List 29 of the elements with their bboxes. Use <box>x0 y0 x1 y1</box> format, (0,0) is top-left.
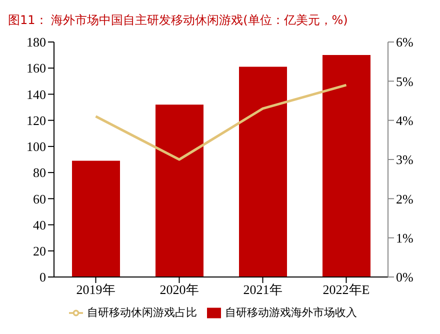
y-tick-label: 180 <box>26 34 46 50</box>
line-series <box>94 84 348 161</box>
chart-title: 图11： 海外市场中国自主研发移动休闲游戏(单位：亿美元，%) <box>8 12 349 29</box>
y-tick-label: 100 <box>26 139 46 154</box>
y-tick-label: 40 <box>33 217 46 232</box>
y-tick-label: 60 <box>33 191 46 206</box>
x-tick-label: 2020年 <box>160 282 199 298</box>
bar <box>156 104 204 277</box>
y-tick-label: 120 <box>26 112 46 128</box>
bar <box>72 160 120 277</box>
y2-tick-label: 1% <box>396 230 414 246</box>
x-tick-label: 2022年E <box>322 282 370 298</box>
y2-tick-label: 4% <box>396 112 414 128</box>
legend-label: 自研移动休闲游戏占比 <box>87 306 197 319</box>
y-tick-label: 140 <box>26 86 46 102</box>
y2-tick-label: 6% <box>396 34 414 50</box>
y-tick-label: 80 <box>33 165 46 180</box>
y-tick-label: 160 <box>26 60 46 76</box>
x-tick-label: 2021年 <box>243 282 282 298</box>
bar <box>239 66 287 277</box>
x-tick-label: 2019年 <box>76 282 116 298</box>
legend-label: 自研移动游戏海外市场收入 <box>225 306 357 319</box>
y2-tick-label: 0% <box>396 270 414 285</box>
y-tick-label: 0 <box>40 270 46 285</box>
bar <box>322 55 370 277</box>
y-tick-label: 20 <box>33 244 46 259</box>
y2-tick-label: 2% <box>396 191 414 206</box>
y2-tick-label: 5% <box>396 74 414 89</box>
y2-tick-label: 3% <box>396 152 414 168</box>
